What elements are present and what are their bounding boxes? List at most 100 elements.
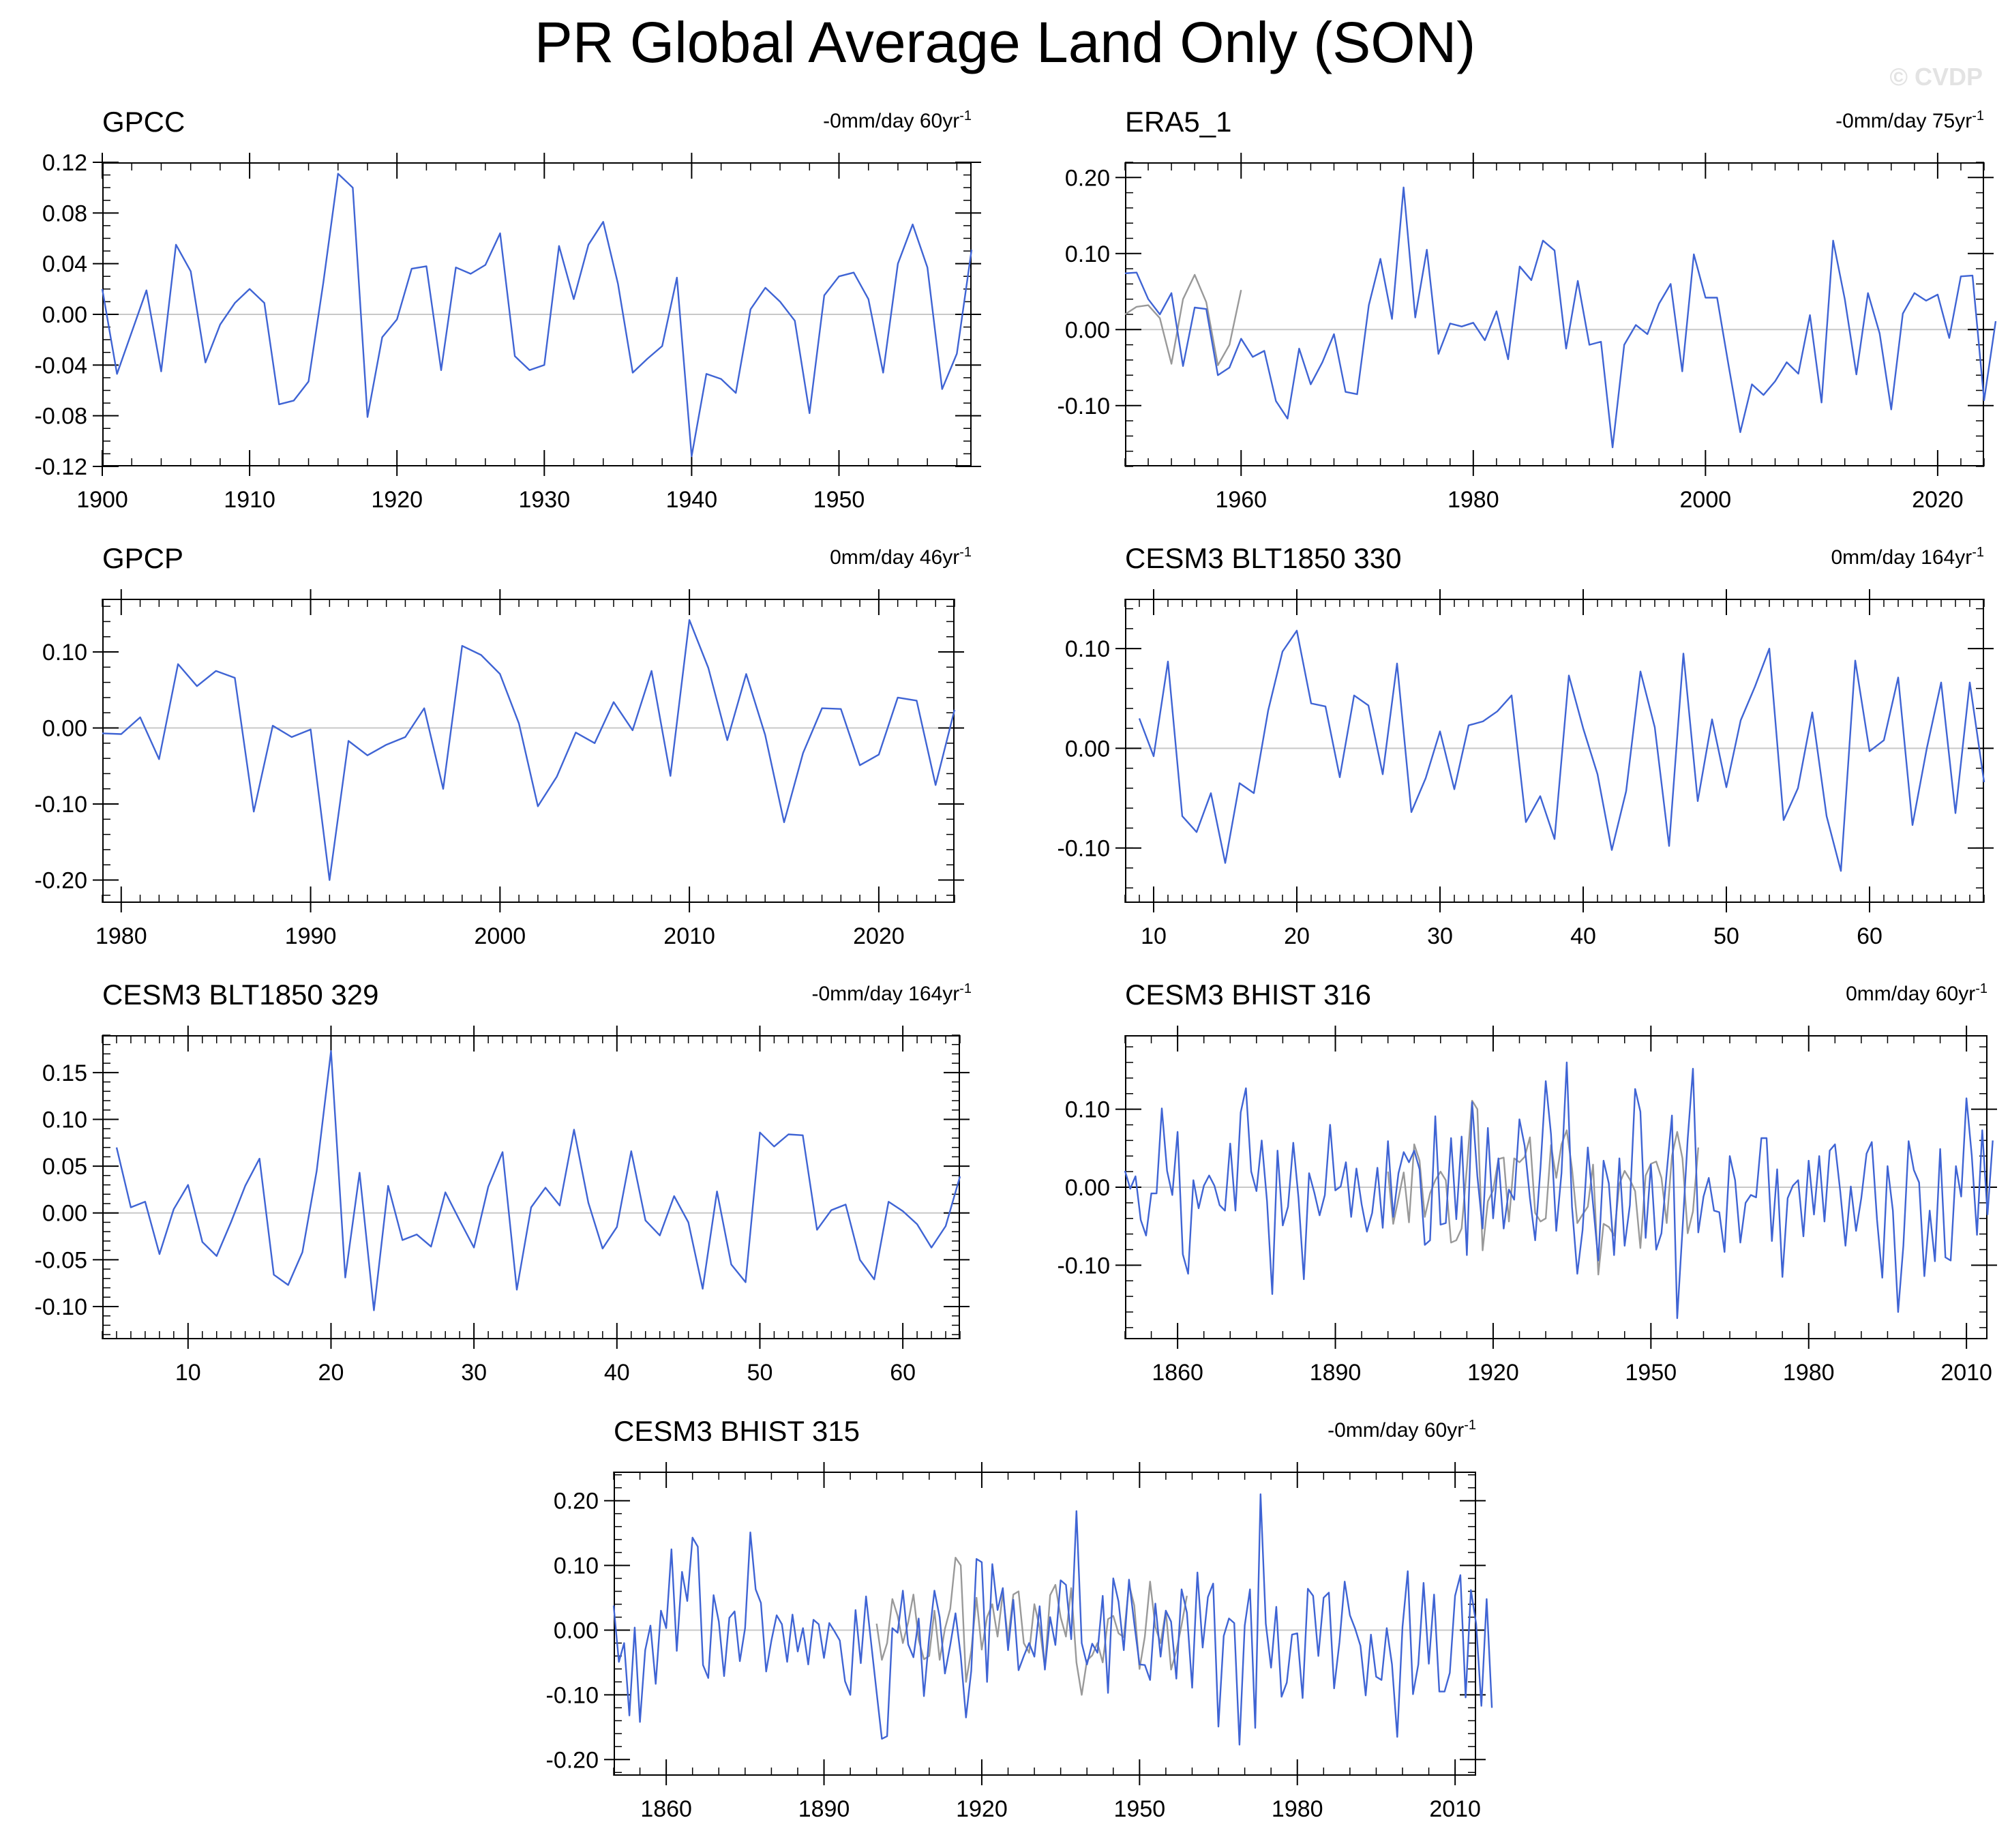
trend-label: 0mm/day 60yr-1 bbox=[1846, 981, 1987, 1005]
y-tick-label: 0.20 bbox=[1065, 165, 1110, 191]
trend-label: -0mm/day 60yr-1 bbox=[1328, 1418, 1476, 1442]
y-tick-label: 0.20 bbox=[554, 1489, 599, 1515]
y-tick-label: -0.04 bbox=[35, 353, 88, 378]
y-tick-label: -0.10 bbox=[35, 792, 88, 818]
x-tick-label: 50 bbox=[747, 1360, 773, 1386]
plot-area: 1960 1980 2000 2020 -0.10 0.00 0.10 0.20 bbox=[1058, 153, 1997, 513]
x-tick-label: 10 bbox=[1141, 923, 1167, 949]
y-tick-label: -0.20 bbox=[546, 1747, 599, 1773]
plot-frame bbox=[614, 1472, 1476, 1776]
y-tick-label: 0.10 bbox=[1065, 241, 1110, 267]
x-tick-label: 2020 bbox=[1912, 487, 1964, 513]
trend-label: -0mm/day 60yr-1 bbox=[823, 108, 972, 132]
x-tick-label: 2010 bbox=[1940, 1360, 1992, 1386]
panel-title: GPCP bbox=[102, 542, 184, 574]
x-tick-label: 10 bbox=[175, 1360, 201, 1386]
y-tick-label: -0.12 bbox=[35, 454, 88, 480]
y-tick-label: 0.10 bbox=[554, 1553, 599, 1579]
x-tick-label: 1980 bbox=[1448, 487, 1499, 513]
y-tick-label: -0.10 bbox=[1058, 1253, 1111, 1279]
x-tick-label: 1860 bbox=[1152, 1360, 1203, 1386]
x-tick-label: 30 bbox=[1427, 923, 1453, 949]
x-tick-label: 20 bbox=[1284, 923, 1310, 949]
plot-area: 1860 1890 1920 1950 1980 2010 -0.20 -0.10 0.00 0.… bbox=[546, 1462, 1493, 1822]
y-tick-label: 0.00 bbox=[42, 302, 87, 328]
plot-frame bbox=[1125, 162, 1984, 466]
panel-title: ERA5_1 bbox=[1125, 106, 1232, 138]
x-tick-label: 1960 bbox=[1215, 487, 1267, 513]
series-line bbox=[102, 619, 956, 881]
watermark: © CVDP bbox=[1889, 63, 1983, 91]
plot-area: 10 20 30 40 50 60 -0.10 -0.05 0.00 0.05 0.10 0.15 bbox=[35, 1026, 970, 1386]
y-tick-label: 0.04 bbox=[42, 252, 87, 278]
x-tick-label: 1920 bbox=[1467, 1360, 1519, 1386]
x-tick-label: 1930 bbox=[518, 487, 570, 513]
panel-era5: ERA5_1 -0mm/day 75yr-1 1960 1980 2000 2020 -… bbox=[1058, 106, 1997, 513]
y-tick-label: 0.12 bbox=[42, 150, 87, 176]
panel-bhist-315: CESM3 BHIST 315 -0mm/day 60yr-1 1860 1890… bbox=[546, 1415, 1493, 1822]
y-tick-label: 0.15 bbox=[42, 1060, 87, 1086]
x-tick-label: 60 bbox=[890, 1360, 916, 1386]
panel-bhist-316: CESM3 BHIST 316 0mm/day 60yr-1 1860 1890 1… bbox=[1058, 979, 1997, 1386]
x-tick-label: 1890 bbox=[1310, 1360, 1362, 1386]
y-tick-label: -0.05 bbox=[35, 1247, 88, 1273]
y-tick-label: 0.05 bbox=[42, 1154, 87, 1180]
y-tick-label: 0.08 bbox=[42, 200, 87, 226]
x-tick-label: 1950 bbox=[813, 487, 865, 513]
x-tick-label: 2000 bbox=[1680, 487, 1732, 513]
series-line bbox=[612, 1493, 1493, 1746]
y-tick-label: -0.10 bbox=[546, 1682, 599, 1708]
x-tick-label: 2000 bbox=[475, 923, 526, 949]
x-tick-label: 50 bbox=[1713, 923, 1739, 949]
figure-title: PR Global Average Land Only (SON) bbox=[534, 10, 1476, 74]
series-line bbox=[1124, 1061, 1994, 1320]
y-tick-label: -0.10 bbox=[1058, 836, 1111, 862]
y-tick-label: 0.00 bbox=[1065, 317, 1110, 343]
x-tick-label: 2020 bbox=[853, 923, 905, 949]
y-tick-label: 0.00 bbox=[1065, 1175, 1110, 1201]
panel-title: CESM3 BHIST 316 bbox=[1125, 979, 1372, 1011]
y-tick-label: 0.10 bbox=[42, 1107, 87, 1133]
x-tick-label: 1910 bbox=[224, 487, 275, 513]
panel-title: CESM3 BHIST 315 bbox=[614, 1415, 860, 1447]
x-tick-label: 1900 bbox=[76, 487, 128, 513]
trend-label: -0mm/day 75yr-1 bbox=[1835, 108, 1984, 132]
y-tick-label: 0.00 bbox=[1065, 736, 1110, 762]
panel-gpcc: GPCC -0mm/day 60yr-1 1900 1910 1920 1930 194… bbox=[35, 106, 981, 513]
plot-area: 1900 1910 1920 1930 1940 1950 -0.12 -0.08 -0.04 0… bbox=[35, 150, 981, 513]
x-tick-label: 1860 bbox=[640, 1796, 692, 1822]
trend-label: 0mm/day 164yr-1 bbox=[1831, 545, 1984, 569]
panel-blt1850-329: CESM3 BLT1850 329 -0mm/day 164yr-1 10 20 3… bbox=[35, 979, 972, 1386]
x-tick-label: 1980 bbox=[1783, 1360, 1835, 1386]
y-tick-label: 0.10 bbox=[1065, 1097, 1110, 1123]
plot-frame bbox=[102, 599, 955, 903]
x-tick-label: 40 bbox=[604, 1360, 630, 1386]
plot-area: 1860 1890 1920 1950 1980 2010 -0.10 0.00 0.10 bbox=[1058, 1026, 1997, 1386]
panel-blt1850-330: CESM3 BLT1850 330 0mm/day 164yr-1 10 20 30… bbox=[1058, 542, 1994, 949]
x-tick-label: 2010 bbox=[663, 923, 715, 949]
x-tick-label: 30 bbox=[461, 1360, 487, 1386]
x-tick-label: 1950 bbox=[1114, 1796, 1166, 1822]
y-tick-label: -0.08 bbox=[35, 404, 88, 430]
panel-title: GPCC bbox=[102, 106, 185, 138]
x-tick-label: 40 bbox=[1570, 923, 1596, 949]
trend-label: -0mm/day 164yr-1 bbox=[811, 981, 972, 1005]
y-tick-label: -0.20 bbox=[35, 868, 88, 894]
y-tick-label: -0.10 bbox=[1058, 393, 1111, 419]
series-line bbox=[1138, 629, 1985, 872]
reference-series-line bbox=[875, 1556, 1188, 1696]
panel-title: CESM3 BLT1850 329 bbox=[102, 979, 379, 1011]
x-tick-label: 1920 bbox=[956, 1796, 1008, 1822]
y-tick-label: 0.00 bbox=[554, 1618, 599, 1643]
y-tick-label: 0.10 bbox=[1065, 636, 1110, 662]
plot-area: 1980 1990 2000 2010 2020 -0.20 -0.10 0.00 0.10 bbox=[35, 589, 964, 949]
x-tick-label: 1980 bbox=[1272, 1796, 1323, 1822]
panel-gpcp: GPCP 0mm/day 46yr-1 1980 1990 2000 2010 2020… bbox=[35, 542, 972, 949]
series-line bbox=[101, 173, 973, 458]
x-tick-label: 1990 bbox=[285, 923, 337, 949]
trend-label: 0mm/day 46yr-1 bbox=[830, 545, 972, 569]
x-tick-label: 1950 bbox=[1625, 1360, 1677, 1386]
plot-frame bbox=[102, 1035, 960, 1339]
x-tick-label: 1890 bbox=[798, 1796, 850, 1822]
y-tick-label: 0.10 bbox=[42, 640, 87, 666]
